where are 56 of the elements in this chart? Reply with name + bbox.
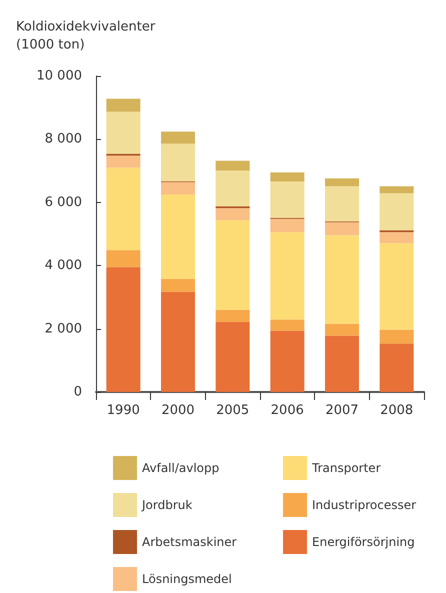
bar <box>270 232 304 320</box>
bar <box>270 172 304 182</box>
bar <box>161 182 195 194</box>
bar <box>106 250 140 268</box>
bar <box>106 168 140 250</box>
legend-label: Avfall/avlopp <box>142 461 220 475</box>
bar <box>380 243 414 330</box>
bar <box>380 232 414 244</box>
x-tick-label: 2008 <box>380 403 414 418</box>
bar <box>270 330 304 392</box>
bar <box>325 222 359 236</box>
legend-label: Lösningsmedel <box>142 572 232 586</box>
bar <box>106 112 140 154</box>
bar <box>270 320 304 331</box>
y-tick-label: 4 000 <box>44 258 82 274</box>
x-tick-label: 2000 <box>161 403 195 418</box>
bar <box>106 98 140 112</box>
legend-label: Jordbruk <box>141 498 192 512</box>
bar <box>216 170 250 206</box>
bar <box>325 235 359 324</box>
bar <box>216 208 250 220</box>
bar <box>216 160 250 170</box>
bar <box>380 344 414 392</box>
bar <box>161 132 195 144</box>
x-tick-label: 2005 <box>216 403 250 418</box>
x-tick-label: 2007 <box>325 403 359 418</box>
y-tick-label: 10 000 <box>36 68 82 84</box>
x-tick-label: 1990 <box>106 403 140 418</box>
bar <box>325 186 359 222</box>
bar <box>325 178 359 186</box>
bar <box>380 330 414 344</box>
bar <box>161 278 195 292</box>
bar <box>380 193 414 230</box>
bar <box>106 156 140 168</box>
legend-label: Arbetsmaskiner <box>142 535 237 549</box>
bar <box>325 336 359 392</box>
bar <box>161 194 195 279</box>
legend-label: Transporter <box>311 461 381 475</box>
legend-label: Industriprocesser <box>312 498 416 512</box>
bar <box>325 324 359 336</box>
bar <box>161 144 195 182</box>
bar <box>270 218 304 232</box>
bar <box>161 292 195 392</box>
y-axis-title: Koldioxidekvivalenter (1000 ton) <box>16 20 156 52</box>
bar <box>106 267 140 392</box>
y-tick-label: 8 000 <box>44 132 82 147</box>
legend-label: Energiförsörjning <box>312 535 415 549</box>
bar <box>216 220 250 310</box>
y-tick-label: 2 000 <box>44 321 82 336</box>
y-tick-label: 6 000 <box>44 194 82 210</box>
y-tick-label: 0 <box>74 384 82 400</box>
bar <box>216 310 250 322</box>
bar <box>216 322 250 392</box>
bar <box>380 186 414 194</box>
bar <box>270 182 304 218</box>
x-tick-label: 2006 <box>270 403 304 418</box>
